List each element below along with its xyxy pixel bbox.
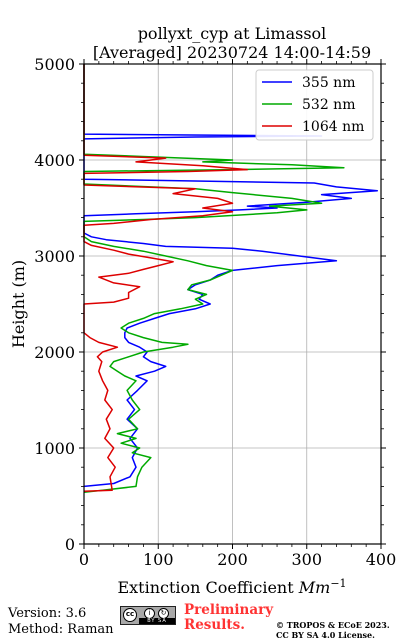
y-tick-label: 3000 xyxy=(34,247,75,266)
chart-title: pollyxt_cyp at Limassol xyxy=(138,24,327,43)
x-tick-label: 100 xyxy=(143,550,174,569)
y-tick-label: 4000 xyxy=(34,151,75,170)
license-strip: BY SA xyxy=(139,618,175,624)
license-text: CC BY SA 4.0 License. xyxy=(276,630,375,640)
x-tick-label: 400 xyxy=(366,550,397,569)
legend-label: 532 nm xyxy=(302,97,355,113)
preliminary-label: Preliminary xyxy=(184,602,274,618)
x-tick-label: 0 xyxy=(79,550,89,569)
x-axis-label: Extinction Coefficient Mm−1 xyxy=(117,577,346,597)
copyright-text: © TROPOS & ECoE 2023. xyxy=(276,620,390,630)
chart: pollyxt_cyp at Limassol [Averaged] 20230… xyxy=(9,24,396,597)
preliminary-label-2: Results. xyxy=(184,617,245,633)
series-line-355-nm xyxy=(83,64,379,488)
x-tick-label: 200 xyxy=(217,550,248,569)
plot-lines xyxy=(83,64,379,493)
chart-subtitle: [Averaged] 20230724 14:00-14:59 xyxy=(93,43,371,62)
method-text: Method: Raman xyxy=(8,622,114,637)
ticks xyxy=(79,59,386,549)
y-tick-label: 2000 xyxy=(34,343,75,362)
legend-label: 1064 nm xyxy=(302,119,364,135)
y-tick-label: 5000 xyxy=(34,55,75,74)
cc-icon: cc xyxy=(123,608,137,622)
y-tick-label: 0 xyxy=(65,535,75,554)
legend: 355 nm 532 nm 1064 nm xyxy=(255,69,374,141)
y-tick-label: 1000 xyxy=(34,439,75,458)
y-axis-label: Height (m) xyxy=(9,260,28,348)
legend-box xyxy=(255,69,374,141)
version-text: Version: 3.6 xyxy=(8,606,87,621)
x-tick-label: 300 xyxy=(291,550,322,569)
cc-license-badge: cc i ↻ BY SA xyxy=(120,606,176,625)
series-line-532-nm xyxy=(83,64,345,493)
series-line-1064-nm xyxy=(83,64,249,492)
legend-label: 355 nm xyxy=(302,75,355,91)
